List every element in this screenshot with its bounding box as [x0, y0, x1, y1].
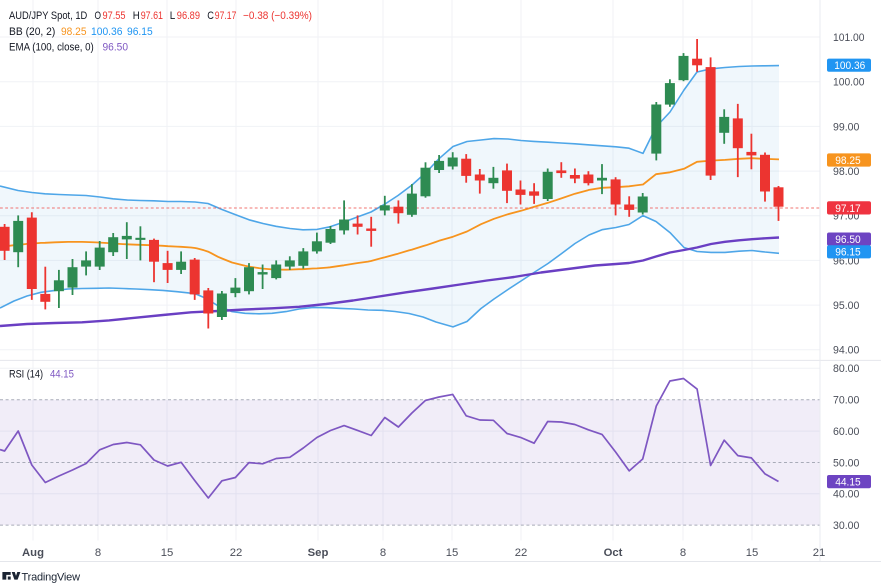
svg-text:8: 8 [380, 547, 386, 559]
svg-text:Sep: Sep [308, 547, 329, 559]
svg-text:22: 22 [230, 547, 243, 559]
svg-text:RSI (14)44.15: RSI (14) 44.15 [9, 369, 74, 381]
svg-text:96.15: 96.15 [835, 247, 861, 259]
svg-text:98.00: 98.00 [833, 166, 859, 178]
svg-text:30.00: 30.00 [833, 520, 859, 532]
svg-text:15: 15 [446, 547, 459, 559]
svg-text:44.15: 44.15 [835, 477, 861, 489]
svg-text:95.00: 95.00 [833, 300, 859, 312]
svg-text:94.00: 94.00 [833, 345, 859, 357]
svg-text:99.00: 99.00 [833, 121, 859, 133]
svg-text:50.00: 50.00 [833, 457, 859, 469]
svg-text:8: 8 [680, 547, 686, 559]
svg-text:EMA (100, close, 0)96.50: EMA (100, close, 0) 96.50 [9, 42, 128, 54]
svg-text:21: 21 [813, 547, 826, 559]
svg-text:70.00: 70.00 [833, 395, 859, 407]
svg-text:96.50: 96.50 [835, 234, 861, 246]
svg-text:100.36: 100.36 [834, 60, 865, 72]
svg-text:40.00: 40.00 [833, 489, 859, 501]
svg-text:98.25: 98.25 [835, 155, 861, 167]
svg-text:15: 15 [161, 547, 174, 559]
svg-text:Oct: Oct [604, 547, 623, 559]
svg-text:TradingView: TradingView [22, 571, 81, 583]
svg-text:80.00: 80.00 [833, 363, 859, 375]
svg-text:8: 8 [95, 547, 101, 559]
svg-text:101.00: 101.00 [833, 32, 865, 44]
svg-text:100.00: 100.00 [833, 77, 865, 89]
svg-text:60.00: 60.00 [833, 426, 859, 438]
svg-text:97.17: 97.17 [835, 203, 861, 215]
svg-text:Aug: Aug [22, 547, 44, 559]
svg-text:22: 22 [515, 547, 528, 559]
svg-text:15: 15 [746, 547, 759, 559]
